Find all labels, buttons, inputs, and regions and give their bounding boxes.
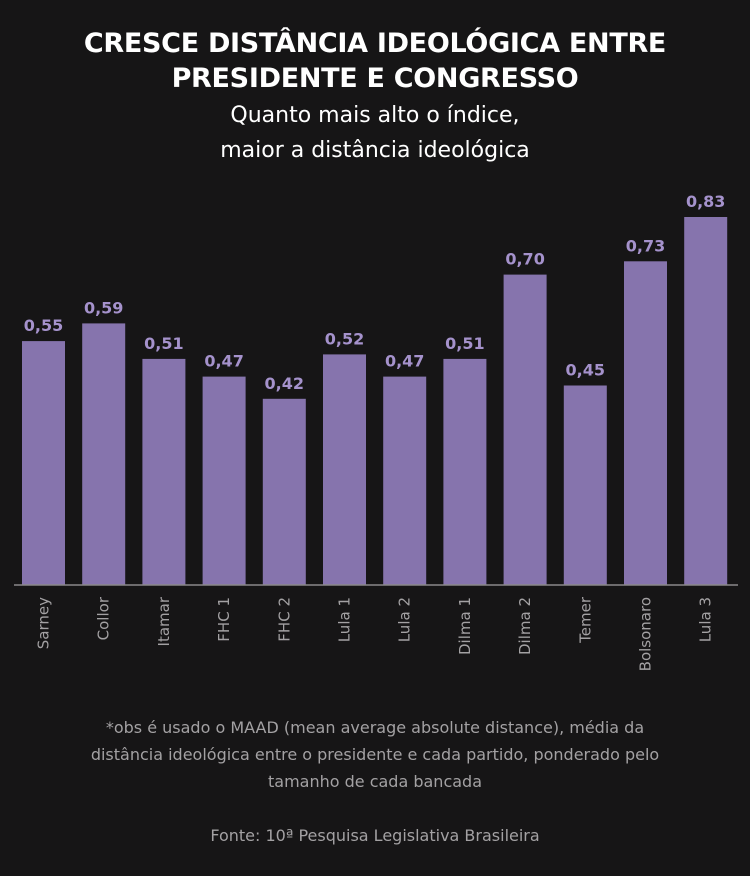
x-tick-label: Bolsonaro [637, 597, 655, 671]
value-label: 0,47 [204, 352, 243, 371]
x-tick-label: Dilma 1 [456, 597, 474, 655]
x-tick-label: Sarney [35, 597, 53, 649]
value-label: 0,42 [265, 374, 304, 393]
bar-collor [82, 323, 126, 585]
x-tick-label: Lula 2 [396, 597, 414, 642]
x-tick-label: Collor [95, 596, 113, 640]
methodology-note: *obs é usado o MAAD (mean average absolu… [40, 714, 710, 795]
bar-temer [563, 385, 607, 585]
bar-dilma-2 [503, 274, 547, 585]
x-tick-label: Lula 1 [336, 597, 354, 642]
bar-bolsonaro [624, 261, 667, 585]
source-note: Fonte: 10ª Pesquisa Legislativa Brasilei… [210, 826, 540, 845]
bar-fhc-2 [262, 398, 306, 585]
x-tick-label: Itamar [155, 596, 173, 646]
bar-fhc-1 [202, 376, 246, 585]
value-label: 0,52 [325, 329, 364, 348]
x-tick-label: Temer [576, 596, 594, 644]
x-tick-label: Lula 3 [697, 597, 715, 642]
chart-subtitle: Quanto mais alto o índice, maior a distâ… [0, 98, 750, 168]
chart-title-line-2: PRESIDENTE E CONGRESSO [171, 63, 579, 94]
value-label: 0,73 [626, 236, 665, 255]
value-label: 0,55 [24, 316, 63, 335]
value-label: 0,70 [505, 250, 544, 269]
x-tick-label: FHC 2 [275, 597, 293, 642]
methodology-note-line-3: tamanho de cada bancada [267, 772, 483, 791]
chart-title: CRESCE DISTÂNCIA IDEOLÓGICA ENTRE PRESID… [0, 26, 750, 96]
bar-itamar [142, 358, 186, 585]
bar-lula-1 [323, 354, 366, 585]
x-tick-label: Dilma 2 [516, 597, 534, 655]
value-label: 0,45 [566, 361, 605, 380]
value-label: 0,83 [686, 192, 725, 211]
value-label: 0,51 [445, 334, 484, 353]
value-label: 0,47 [385, 352, 424, 371]
chart-subtitle-line-2: maior a distância ideológica [220, 138, 530, 163]
x-tick-label: FHC 1 [215, 597, 233, 642]
methodology-note-line-1: *obs é usado o MAAD (mean average absolu… [105, 718, 645, 737]
chart-subtitle-line-1: Quanto mais alto o índice, [230, 103, 520, 128]
bar-sarney [22, 341, 65, 585]
methodology-note-line-2: distância ideológica entre o presidente … [90, 745, 660, 764]
bar-dilma-1 [443, 358, 487, 585]
chart-title-line-1: CRESCE DISTÂNCIA IDEOLÓGICA ENTRE [83, 28, 667, 59]
value-label: 0,51 [144, 334, 183, 353]
value-label: 0,59 [84, 298, 123, 317]
bar-lula-3 [684, 217, 728, 585]
bar-lula-2 [383, 376, 427, 585]
